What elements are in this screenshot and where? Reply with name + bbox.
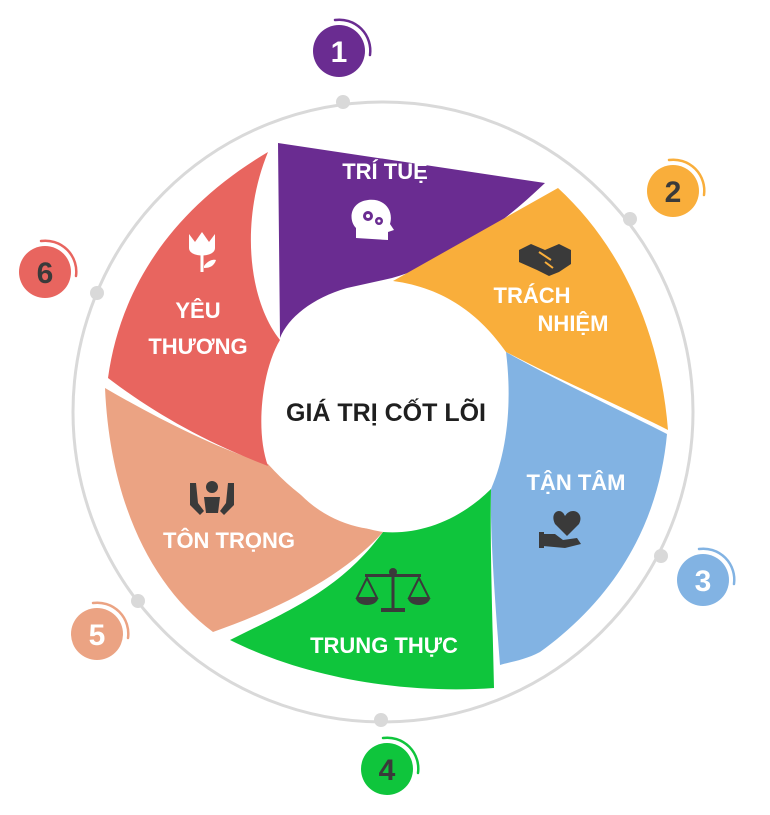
ring-dot [131,594,145,608]
badge-arc [333,18,372,57]
badge-circle [19,246,71,298]
balance-scale-icon [355,568,431,612]
badges-layer: 1 2 3 4 5 6 [19,18,736,795]
segment-3 [490,352,667,665]
badge-number: 5 [89,619,106,652]
badge-circle [677,554,729,606]
badge-3: 3 [677,547,736,606]
badge-circle [313,25,365,77]
badge-5: 5 [71,601,130,660]
segment-6 [108,152,280,466]
ring-dot [623,212,637,226]
center-title: GIÁ TRỊ CỐT LÕI [286,397,486,427]
badge-arc [667,158,706,197]
badge-number: 3 [695,565,712,598]
segment-label-2: TRÁCH [494,283,571,308]
ring-dot [654,549,668,563]
badge-arc [697,547,736,586]
segment-label-3: TẬN TÂM [527,470,626,495]
badge-number: 4 [379,754,396,787]
heart-in-hand-icon [539,510,581,548]
segments-layer [105,143,668,690]
handshake-icon [519,244,571,276]
segment-1 [278,143,545,338]
badge-number: 1 [331,36,348,69]
segment-label-6: THƯƠNG [148,334,247,359]
badge-2: 2 [647,158,706,217]
center-hub [267,294,503,530]
ring-dot [336,95,350,109]
ring-dots [90,95,668,727]
segment-2 [393,188,668,430]
brain-gears-icon [351,199,394,240]
labels-layer: TRÍ TUỆ TRÁCH NHIỆM TẬN TÂM TRUNG THỰC TÔN TR… [148,159,625,658]
badge-6: 6 [19,239,78,298]
segment-label-5: TÔN TRỌNG [163,528,295,553]
badge-circle [71,608,123,660]
badge-arc [381,736,420,775]
icons-layer [189,199,581,612]
segment-label-4: TRUNG THỰC [310,633,458,658]
segment-label-6: YÊU [175,298,220,323]
tulip-flower-icon [189,232,216,272]
badge-arc [91,601,130,640]
segment-5 [105,388,383,632]
ring-dot [374,713,388,727]
badge-4: 4 [361,736,420,795]
badge-1: 1 [313,18,372,77]
badge-number: 6 [37,257,54,290]
segment-label-2: NHIỆM [538,311,609,336]
badge-arc [39,239,78,278]
ring-dot [90,286,104,300]
badge-circle [647,165,699,217]
raised-hands-person-icon [190,481,234,515]
badge-number: 2 [665,176,682,209]
badge-circle [361,743,413,795]
segment-label-1: TRÍ TUỆ [342,159,428,184]
